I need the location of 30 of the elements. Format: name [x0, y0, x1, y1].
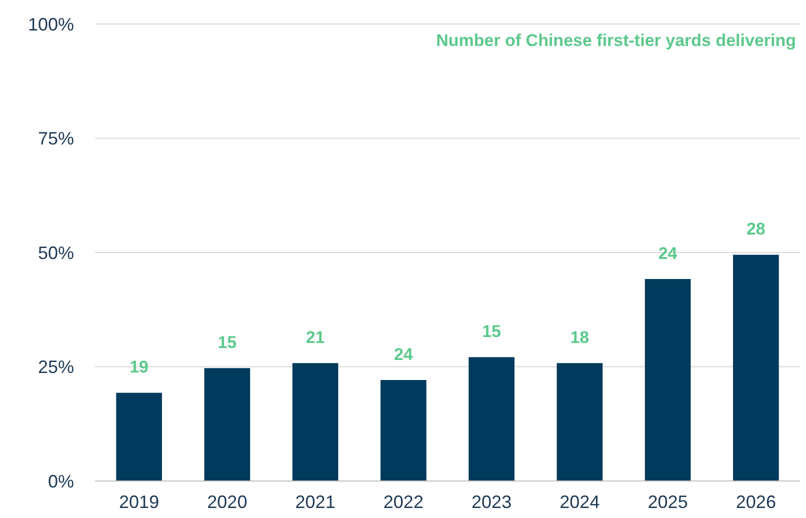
- annotation: Number of Chinese first-tier yards delivering: [436, 31, 796, 50]
- annotation: 21: [306, 328, 325, 348]
- bar: [644, 279, 691, 481]
- x-tick-label: 2022: [383, 492, 424, 512]
- annotation: 18: [570, 328, 590, 348]
- x-tick-label: 2023: [472, 492, 512, 512]
- x-tick-label: 2019: [119, 492, 160, 512]
- x-tick-label: 2021: [295, 492, 336, 512]
- bar: [292, 363, 338, 481]
- bar: [116, 392, 162, 481]
- annotation: 24: [658, 244, 678, 263]
- bar: [468, 357, 514, 481]
- annotation: 15: [218, 333, 237, 352]
- x-tick-label: 2025: [648, 492, 688, 512]
- bar: [733, 254, 779, 481]
- y-tick-label: 100%: [28, 14, 74, 34]
- annotation: 15: [482, 322, 502, 342]
- y-tick-label: 50%: [38, 242, 74, 263]
- bar: [556, 363, 603, 481]
- bar: [204, 368, 250, 481]
- x-tick-label: 2020: [207, 492, 248, 512]
- annotation: 24: [394, 344, 414, 364]
- annotation: 19: [130, 358, 149, 377]
- y-tick-label: 0%: [48, 471, 74, 492]
- y-tick-label: 25%: [38, 357, 74, 378]
- bar: [380, 380, 426, 481]
- annotation: 28: [746, 220, 766, 239]
- x-tick-label: 2024: [560, 492, 600, 512]
- y-tick-label: 75%: [38, 128, 74, 149]
- x-tick-label: 2026: [736, 492, 776, 512]
